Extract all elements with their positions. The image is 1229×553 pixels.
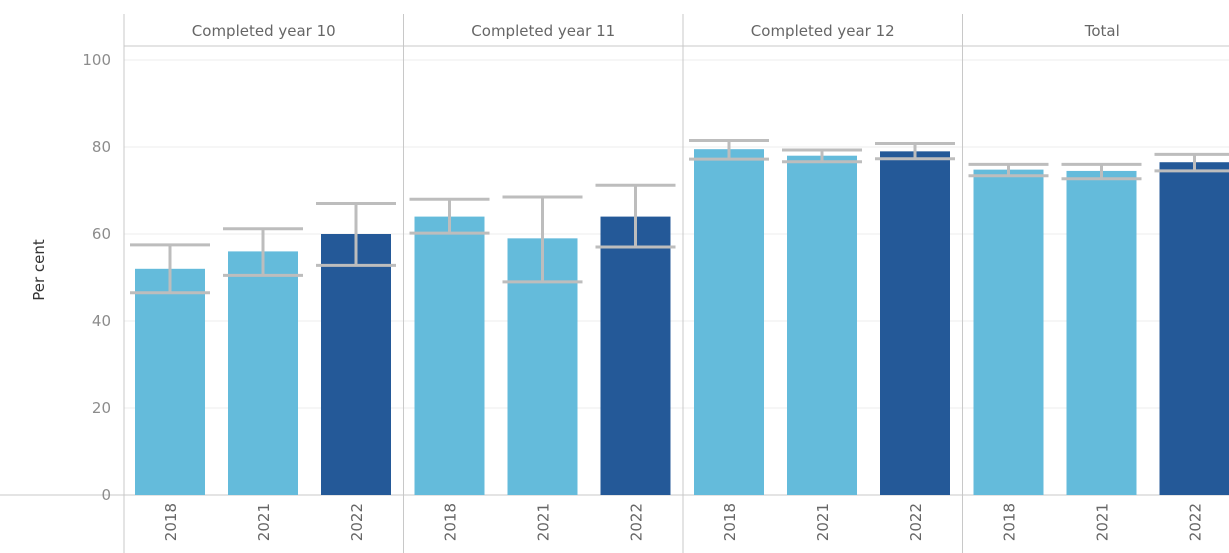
x-tick-label: 2018: [442, 503, 460, 541]
bar: [787, 155, 857, 495]
x-tick-label: 2022: [907, 503, 925, 541]
error-bars-group: [130, 138, 1229, 295]
y-tick-label: 0: [101, 486, 111, 504]
panel-header: Total: [1084, 22, 1120, 40]
bar: [414, 216, 485, 495]
bar: [880, 151, 950, 495]
x-tick-label: 2021: [535, 503, 553, 541]
y-axis-title: Per cent: [30, 239, 48, 301]
y-tick-label: 100: [82, 51, 111, 69]
bar: [321, 234, 391, 495]
x-tick-label: 2018: [721, 503, 739, 541]
bars-group: [135, 149, 1229, 496]
y-tick-label: 20: [92, 399, 111, 417]
y-tick-label: 40: [92, 312, 111, 330]
x-tick-label: 2018: [162, 503, 180, 541]
x-tick-label: 2022: [1187, 503, 1205, 541]
bar: [694, 149, 764, 496]
x-tick-label: 2022: [628, 503, 646, 541]
bar: [135, 268, 205, 495]
x-tick-label: 2021: [814, 503, 832, 541]
x-tick-label: 2021: [1094, 503, 1112, 541]
bar: [1159, 162, 1229, 495]
labels-group: 0 20 40 60 80 100 Completed year 10 2018 2021 202…: [82, 22, 1204, 541]
grid-lines: [124, 59, 1229, 409]
y-tick-label: 80: [92, 138, 111, 156]
x-tick-label: 2022: [348, 503, 366, 541]
x-tick-label: 2018: [1001, 503, 1019, 541]
bar: [1066, 170, 1137, 496]
bar: [973, 169, 1044, 495]
bar: [600, 216, 671, 495]
bar: [228, 251, 298, 495]
panel-header: Completed year 12: [751, 22, 895, 40]
panel-header: Completed year 11: [471, 22, 615, 40]
panel-header: Completed year 10: [192, 22, 336, 40]
x-tick-label: 2021: [255, 503, 273, 541]
y-tick-label: 60: [92, 225, 111, 243]
